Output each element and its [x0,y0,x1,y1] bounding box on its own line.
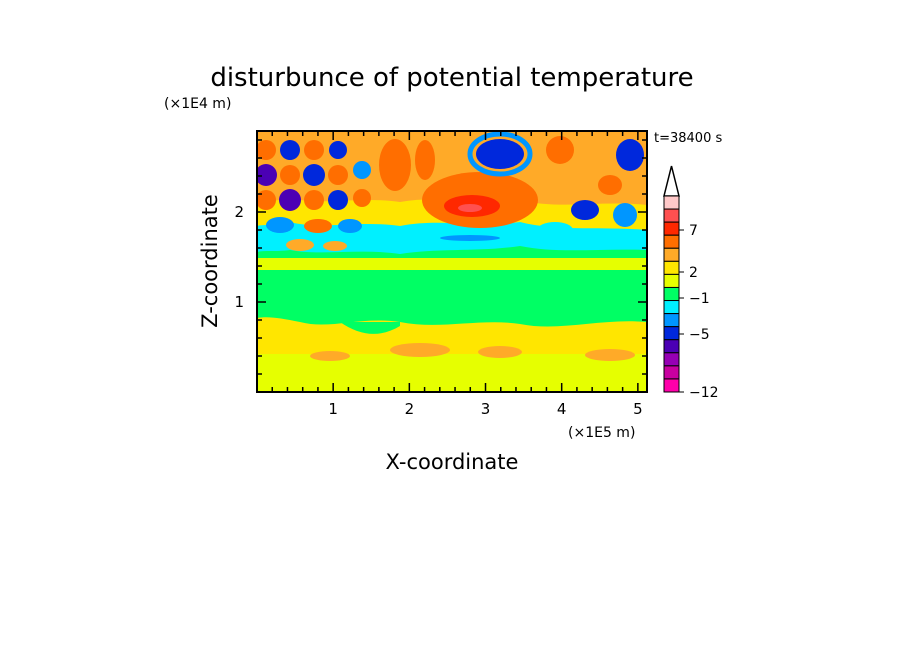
x-tick-label: 4 [557,400,567,418]
colorbar-extend-arrow [663,165,680,197]
central-orange-streak [415,140,435,180]
right-cell [546,136,574,164]
left-cell [323,241,347,251]
colorbar-swatch [663,365,680,380]
colorbar-swatch [663,286,680,302]
colorbar-swatch [663,326,680,341]
colorbar-swatch [663,260,680,275]
x-axis: 1 2 3 4 5 [271,131,643,418]
central-blue-belt [440,235,500,241]
left-cell [257,140,276,160]
central-orange-streak [379,139,411,191]
lower-patch [310,351,350,361]
left-cell [304,219,332,233]
left-cell [280,140,300,160]
lower-patch [585,349,635,361]
colorbar-label: −12 [689,385,719,401]
central-warm-peak [458,204,482,212]
colorbar-label: −5 [689,327,710,343]
contour-field [257,131,647,392]
y-unit-label: (×1E4 m) [164,96,231,112]
colorbar-label: −1 [689,291,710,307]
left-cell [328,190,348,210]
time-label: t=38400 s [654,131,722,146]
right-cell [613,203,637,227]
left-cell [338,219,362,233]
left-cell [257,190,276,210]
left-cell [257,164,277,186]
colorbar-label: 7 [689,223,698,239]
x-unit-label: (×1E5 m) [568,425,635,441]
left-cell [304,140,324,160]
x-tick-label: 2 [405,400,415,418]
left-cell [329,141,347,159]
left-cell [328,165,348,185]
left-cell [279,189,301,211]
right-cell [537,222,573,238]
right-cell [571,200,599,220]
x-tick-label: 3 [481,400,491,418]
left-cell [280,165,300,185]
right-cell [598,175,622,195]
green-mid-band [257,270,647,306]
green-lower-lobe [340,322,400,334]
lower-patch [478,346,522,358]
left-cell [303,164,325,186]
colorbar: 7 2 −1 −5 −12 [663,165,719,401]
x-tick-label: 5 [633,400,643,418]
colorbar-swatch [663,352,680,367]
colorbar-swatch [663,221,680,236]
lower-patch [390,343,450,357]
right-cell [580,234,620,246]
left-cell [353,161,371,179]
colorbar-swatch [663,339,680,354]
colorbar-swatch [663,313,680,328]
left-cell [266,217,294,233]
colorbar-swatch [663,208,680,223]
y-tick-label: 2 [234,203,244,221]
y-axis-label: Z-coordinate [198,194,222,328]
colorbar-swatch [663,273,680,288]
x-axis-label: X-coordinate [386,450,519,474]
y-axis: 12 [234,139,647,375]
colorbar-swatch [663,378,680,393]
x-tick-label: 1 [328,400,338,418]
left-cell [286,239,314,251]
central-cold [476,139,524,169]
colorbar-label: 2 [689,265,698,281]
y-tick-label: 1 [234,293,244,311]
right-cell [616,139,644,171]
plot-frame [256,130,648,393]
left-cell [304,190,324,210]
chart-title: disturbunce of potential temperature [210,63,693,93]
colorbar-swatch [663,195,680,210]
left-cell [353,189,371,207]
colorbar-swatch [663,234,680,249]
colorbar-swatch [663,300,680,315]
colorbar-swatch [663,247,680,262]
